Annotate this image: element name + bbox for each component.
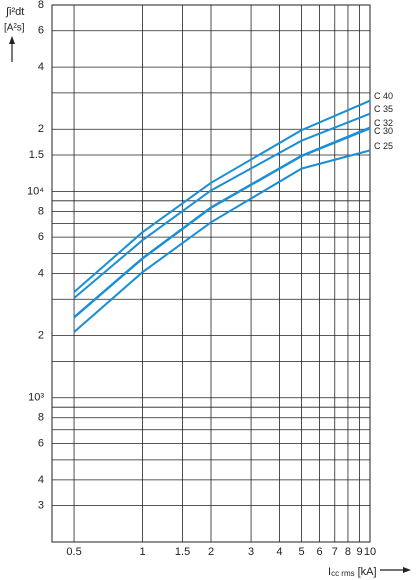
x-label-main: I	[328, 566, 331, 578]
series-label: C 40	[374, 91, 393, 101]
x-tick-label: 8	[345, 546, 351, 558]
y-tick-label: 6	[38, 437, 44, 449]
y-arrow-head	[9, 36, 15, 44]
x-tick-label: 10	[364, 546, 376, 558]
x-tick-label: 2	[208, 546, 214, 558]
x-tick-label: 9	[357, 546, 363, 558]
series-label: C 35	[374, 104, 393, 114]
y-tick-label: 6	[38, 25, 44, 37]
series-line	[73, 99, 371, 293]
x-tick-label: 4	[276, 546, 282, 558]
y-tick-label: 8	[38, 412, 44, 424]
y-tick-label: 2	[38, 330, 44, 342]
series-label: C 30	[374, 126, 393, 136]
x-tick-label: 0.5	[66, 546, 81, 558]
x-label-sub: cc rms	[331, 569, 355, 578]
y-axis-unit: [A²s]	[4, 23, 25, 34]
x-tick-label: 1.5	[175, 546, 190, 558]
y-tick-label: 2	[38, 123, 44, 135]
series-line	[73, 126, 371, 318]
series-line	[73, 112, 371, 299]
y-tick-label: 4	[38, 267, 44, 279]
x-arrow-head	[403, 567, 411, 573]
series-label: C 25	[374, 141, 393, 151]
x-tick-label: 3	[248, 546, 254, 558]
y-tick-label: 4	[38, 61, 44, 73]
x-label-unit: [kA]	[358, 566, 377, 578]
y-tick-label: 8	[38, 205, 44, 217]
x-tick-label: 5	[298, 546, 304, 558]
x-tick-label: 1	[139, 546, 145, 558]
y-tick-label: 10⁴	[27, 185, 44, 197]
x-tick-label: 6	[316, 546, 322, 558]
y-axis-label: ∫i²dt	[5, 6, 24, 18]
y-tick-label: 8	[38, 0, 44, 11]
x-tick-label: 7	[332, 546, 338, 558]
y-tick-label: 10³	[28, 392, 44, 404]
y-tick-label: 6	[38, 231, 44, 243]
x-axis-label: Icc rms [kA]	[328, 566, 377, 578]
y-tick-label: 4	[38, 474, 44, 486]
y-tick-label: 1.5	[29, 149, 44, 161]
series-line	[73, 127, 371, 319]
y-tick-label: 3	[38, 500, 44, 512]
series-label: C 32	[374, 118, 393, 128]
series-line	[73, 149, 371, 333]
